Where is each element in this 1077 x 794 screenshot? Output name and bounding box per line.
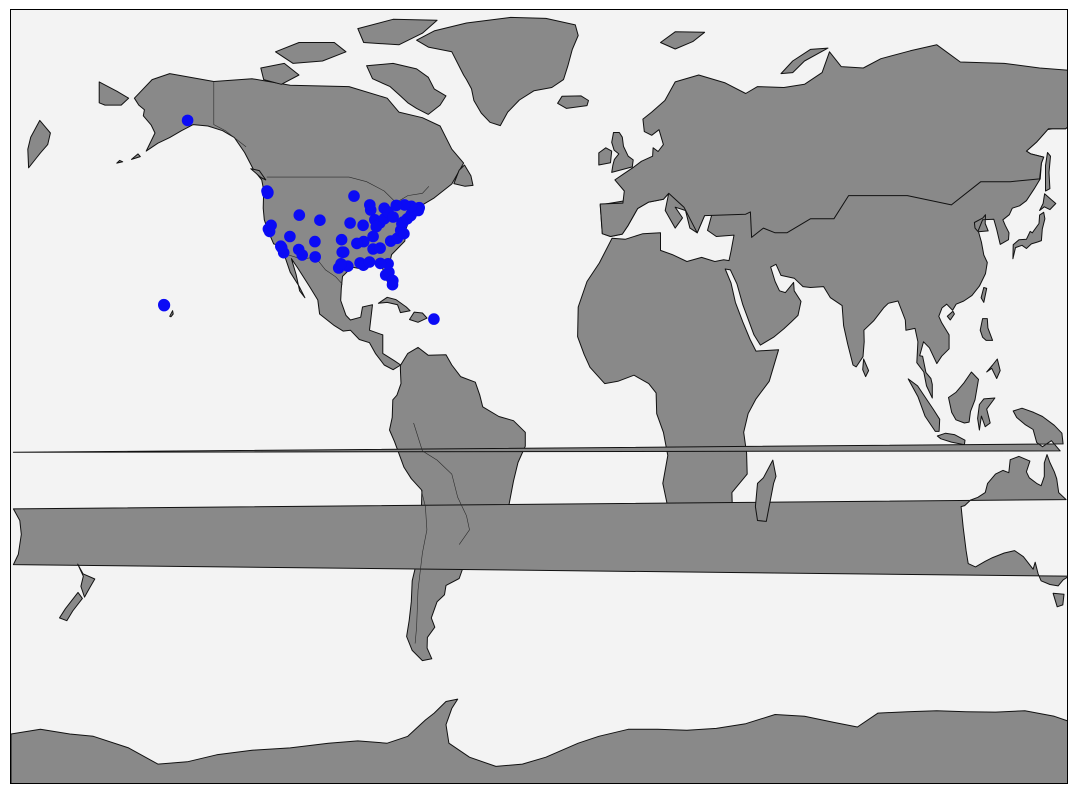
location-marker bbox=[363, 256, 376, 268]
location-marker bbox=[275, 241, 288, 254]
location-marker bbox=[265, 219, 277, 232]
cuba bbox=[377, 296, 411, 314]
location-marker bbox=[374, 257, 387, 270]
location-marker bbox=[351, 237, 363, 250]
baffin-island bbox=[366, 62, 447, 115]
eurasia-east-strip bbox=[599, 44, 1067, 238]
location-marker bbox=[367, 230, 379, 243]
eurasia-west-landmass bbox=[577, 125, 1067, 567]
vancouver-island bbox=[250, 168, 267, 181]
location-marker bbox=[398, 199, 411, 211]
chukotka-east bbox=[98, 81, 130, 106]
sumatra bbox=[907, 378, 941, 432]
sri-svalbard bbox=[660, 31, 706, 50]
new-zealand-south bbox=[59, 591, 83, 622]
location-marker bbox=[364, 199, 376, 211]
arctic-island-2 bbox=[357, 18, 438, 46]
new-guinea bbox=[12, 407, 1064, 453]
hispaniola bbox=[409, 311, 428, 323]
world-map bbox=[10, 9, 1068, 784]
location-marker bbox=[335, 258, 347, 270]
location-marker bbox=[370, 220, 383, 233]
location-marker bbox=[374, 242, 386, 254]
japan-hokkaido bbox=[1039, 193, 1057, 211]
location-marker bbox=[390, 199, 403, 212]
us-canada-border bbox=[266, 176, 430, 203]
location-marker bbox=[344, 217, 356, 229]
novaya-zemlya bbox=[780, 47, 829, 75]
brazil-border bbox=[413, 422, 470, 545]
australia-landmass bbox=[12, 454, 1067, 587]
great-britain bbox=[611, 132, 634, 173]
location-marker bbox=[387, 211, 399, 223]
state-borders bbox=[213, 81, 470, 644]
hawaii-big bbox=[169, 310, 174, 318]
alaska-aleutian-1 bbox=[131, 153, 141, 160]
location-marker bbox=[296, 249, 309, 261]
alaska-aleutian-2 bbox=[116, 159, 124, 164]
philippines-mindanao bbox=[986, 358, 1001, 379]
location-marker bbox=[348, 190, 360, 202]
philippines-luzon bbox=[979, 318, 994, 341]
map-canvas bbox=[11, 10, 1067, 783]
location-marker bbox=[387, 274, 399, 287]
sri-lanka bbox=[862, 358, 870, 378]
tasmania bbox=[1052, 592, 1065, 608]
location-marker bbox=[284, 230, 296, 243]
location-marker bbox=[261, 185, 273, 197]
new-zealand-north bbox=[77, 563, 96, 598]
location-marker bbox=[398, 227, 410, 240]
location-marker bbox=[309, 235, 321, 248]
borneo bbox=[948, 371, 979, 424]
location-marker bbox=[354, 257, 366, 269]
arctic-island-3 bbox=[260, 62, 300, 85]
iceland bbox=[557, 95, 589, 109]
sakhalin bbox=[1045, 152, 1051, 192]
location-marker bbox=[337, 246, 350, 258]
location-marker bbox=[181, 114, 194, 127]
location-marker bbox=[357, 219, 369, 232]
sulawesi bbox=[977, 397, 996, 431]
location-marker bbox=[158, 298, 170, 311]
kamchatka bbox=[27, 119, 51, 169]
alaska-canada-border bbox=[213, 81, 247, 148]
java bbox=[936, 432, 966, 446]
arctic-island-1 bbox=[275, 42, 347, 64]
taiwan bbox=[980, 287, 988, 303]
madagascar bbox=[754, 459, 777, 522]
newfoundland bbox=[453, 164, 474, 187]
location-marker bbox=[314, 214, 326, 226]
location-marker bbox=[309, 251, 322, 263]
andean-border bbox=[414, 488, 428, 644]
marker-layer bbox=[158, 114, 440, 325]
antarctica-landmass bbox=[11, 698, 1067, 783]
ireland bbox=[598, 147, 613, 166]
hainan bbox=[946, 310, 955, 321]
greenland-landmass bbox=[416, 16, 579, 127]
location-marker bbox=[335, 233, 348, 246]
land-layer bbox=[11, 16, 1067, 783]
location-marker bbox=[428, 313, 440, 325]
north-america-landmass bbox=[133, 73, 465, 371]
south-america-landmass bbox=[389, 346, 526, 662]
japan-honshu bbox=[1012, 211, 1046, 260]
location-marker bbox=[293, 209, 306, 221]
